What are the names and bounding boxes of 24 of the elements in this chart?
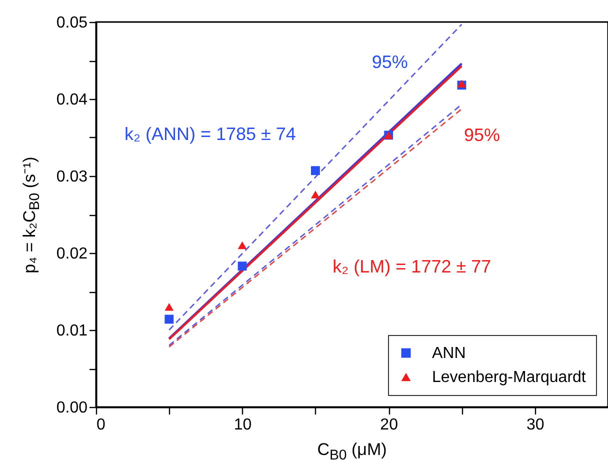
point bbox=[164, 314, 174, 324]
point bbox=[310, 166, 320, 176]
annotation: 95% bbox=[464, 124, 500, 145]
y-tick-label: 0.03 bbox=[56, 168, 88, 186]
point bbox=[238, 241, 247, 250]
y-tick-label: 0.05 bbox=[56, 14, 88, 32]
x-tick-label: 0 bbox=[96, 416, 106, 434]
x-tick-label: 10 bbox=[234, 416, 252, 434]
point bbox=[164, 303, 174, 311]
x-axis-title: C$_{B0}$ (μM) bbox=[316, 440, 388, 464]
point bbox=[310, 190, 320, 198]
y-tick-label: 0.04 bbox=[56, 92, 88, 108]
y-tick-label: 0.01 bbox=[56, 322, 88, 340]
y-tick-label: 0.02 bbox=[56, 246, 88, 262]
annotation: 95% bbox=[372, 52, 408, 72]
x-tick-label: 20 bbox=[380, 416, 398, 434]
annotation: k₂ (LM) = 1772 ± 77 bbox=[332, 256, 492, 277]
legend-label: ANN bbox=[432, 345, 466, 362]
y-tick-label: 0.00 bbox=[56, 400, 88, 416]
point bbox=[238, 262, 247, 271]
point bbox=[457, 80, 466, 88]
x-tick-label: 30 bbox=[526, 416, 544, 434]
legend-label: Levenberg-Marquardt bbox=[432, 369, 586, 386]
annotation: k₂ (ANN) = 1785 ± 74 bbox=[124, 124, 296, 144]
